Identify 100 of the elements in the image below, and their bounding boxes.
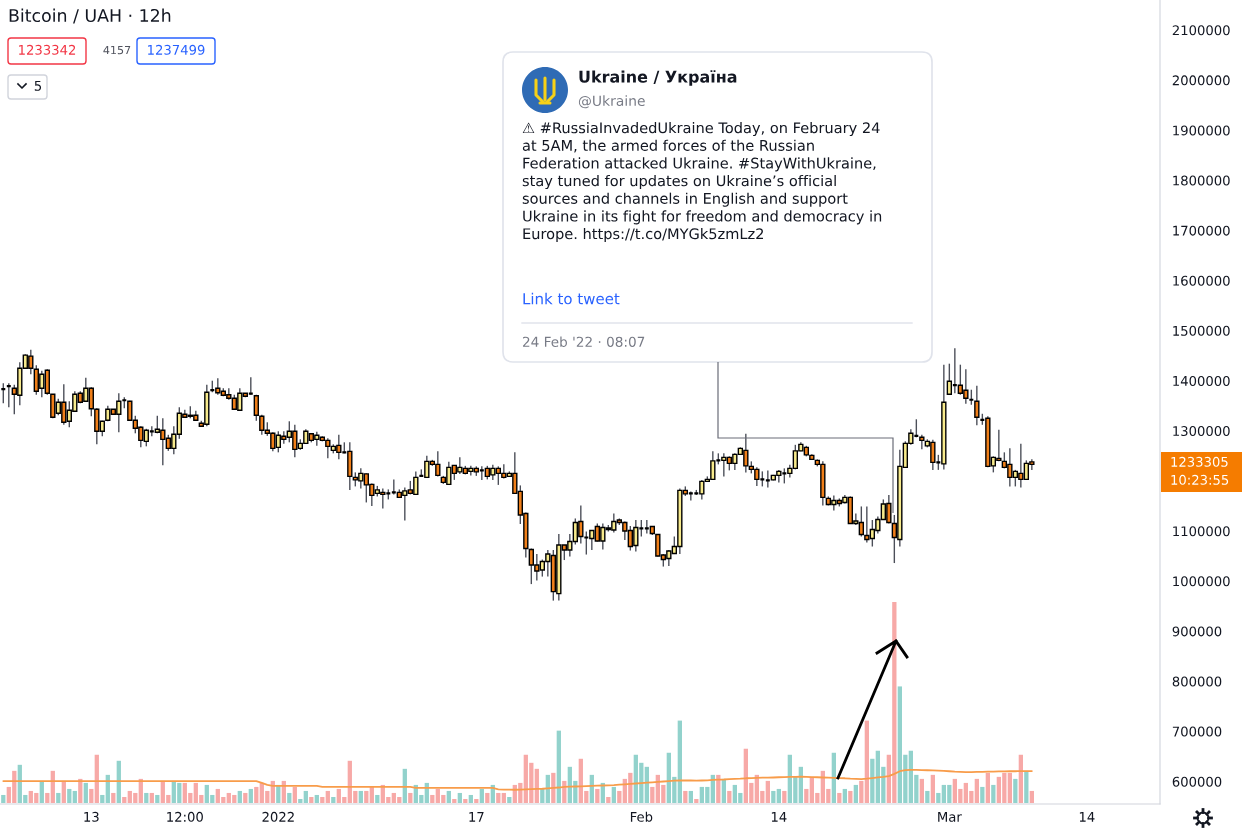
bar — [925, 790, 930, 803]
bar — [1029, 790, 1034, 803]
bar — [155, 794, 160, 803]
bar — [683, 790, 688, 803]
bar — [292, 786, 297, 803]
x-tick-label: 17 — [469, 812, 484, 822]
bar — [309, 796, 314, 803]
bar — [991, 784, 996, 803]
bar — [89, 788, 94, 803]
y-tick-label: 1700000 — [1173, 225, 1230, 236]
bar — [408, 792, 413, 803]
bar — [595, 788, 600, 803]
bar — [254, 786, 259, 803]
text: 10:23:55 — [1171, 474, 1229, 485]
bar — [776, 788, 781, 803]
bar — [314, 794, 319, 803]
bar — [842, 788, 847, 803]
bar — [501, 792, 506, 803]
bar — [331, 796, 336, 803]
bar — [980, 786, 985, 803]
bar — [974, 778, 979, 803]
y-tick-label: 1400000 — [1173, 375, 1230, 386]
bar — [457, 792, 462, 803]
bar — [298, 798, 303, 803]
x-tick-label: Feb — [630, 811, 653, 822]
bar — [650, 786, 655, 803]
y-tick-label: 900000 — [1172, 626, 1222, 637]
x-tick-label: 13 — [84, 811, 99, 822]
y-tick-label: 800000 — [1172, 676, 1222, 687]
bar — [452, 798, 457, 803]
x-tick-label: 14 — [1079, 812, 1095, 822]
annotation: Link to tweet — [523, 292, 620, 305]
y-tick-label: 700000 — [1172, 726, 1222, 737]
bar — [474, 798, 479, 803]
bar — [1013, 778, 1018, 803]
bar — [463, 798, 468, 803]
bar — [1007, 772, 1012, 803]
bar — [67, 788, 72, 803]
chart-title: Bitcoin / UAH · 12h — [9, 8, 171, 24]
candlestick — [946, 362, 953, 396]
bar — [859, 780, 864, 803]
bar — [606, 796, 611, 803]
bar — [507, 796, 512, 803]
text: 1233305 — [1171, 456, 1228, 467]
bar — [72, 790, 77, 803]
bar — [765, 780, 770, 803]
annotation: 1233342 — [19, 44, 76, 55]
y-tick-label: 1900000 — [1173, 125, 1230, 136]
y-tick-label: 1300000 — [1173, 426, 1230, 436]
annotation: Ukraine / Україна — [579, 70, 737, 86]
bar — [325, 790, 330, 803]
annotation: 1237499 — [148, 44, 205, 55]
bar — [853, 784, 858, 803]
bar — [864, 720, 869, 803]
bar — [919, 778, 924, 803]
bar — [688, 790, 693, 803]
bar — [122, 796, 127, 803]
x-tick-label: 2022 — [262, 811, 294, 822]
annotation: 5 — [34, 81, 42, 91]
bar — [111, 792, 116, 803]
bar — [45, 792, 50, 803]
bar — [358, 790, 363, 803]
annotation: @Ukraine — [578, 95, 645, 109]
y-tick-label: 1500000 — [1173, 325, 1230, 336]
bar — [248, 788, 253, 803]
bar — [771, 790, 776, 803]
bar — [320, 796, 325, 803]
bar — [617, 790, 622, 803]
y-tick-label: 2000000 — [1172, 75, 1230, 86]
bar — [985, 772, 990, 803]
bar — [237, 790, 242, 803]
y-tick-label: 2100000 — [1172, 25, 1230, 36]
bar — [100, 794, 105, 803]
annotation: 4157 — [103, 45, 131, 55]
bar — [56, 792, 61, 803]
bar — [694, 798, 699, 803]
bar — [677, 720, 682, 803]
bar — [446, 790, 451, 803]
bar — [496, 792, 501, 803]
bar — [930, 774, 935, 803]
candlestick — [974, 385, 980, 426]
x-tick-label: Mar — [938, 812, 962, 822]
candlestick — [919, 434, 925, 451]
bar — [303, 790, 308, 803]
bar — [430, 794, 435, 803]
bar — [375, 794, 380, 803]
bar — [243, 792, 248, 803]
bar — [936, 792, 941, 803]
x-tick-label: 12:00 — [167, 811, 203, 822]
bar — [837, 792, 842, 803]
bar — [83, 782, 88, 803]
annotation: ⚠ #RussiaInvadedUkraine Today, on February 24 at 5AM, the armed forces of the Russian Federation attacked Ukraine. #StayWithUkraine, stay tuned for updates on Ukraine’s official sources and channels in English and support Ukraine in its fight for freedom and democracy in Europe. https://t.co/MYGk5zmLz2 — [522, 122, 882, 243]
y-tick-label: 1600000 — [1173, 275, 1230, 286]
bar — [1024, 770, 1029, 803]
y-tick-label: 1000000 — [1173, 576, 1230, 587]
bar — [364, 790, 369, 803]
bar — [149, 792, 154, 803]
bar — [611, 786, 616, 803]
bar — [727, 790, 732, 803]
annotation: 24 Feb '22 · 08:07 — [523, 336, 645, 347]
